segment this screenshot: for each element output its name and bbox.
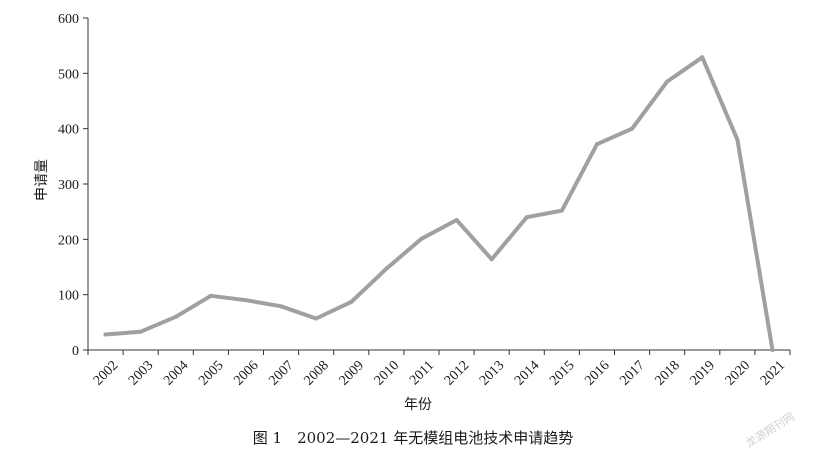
data-point <box>665 79 670 84</box>
x-tick-label: 2017 <box>617 358 647 388</box>
x-tick-label: 2006 <box>231 358 261 388</box>
series-group <box>103 55 775 352</box>
x-tick-label: 2010 <box>372 358 402 388</box>
x-tick-label: 2009 <box>337 358 367 388</box>
data-point <box>279 304 284 309</box>
x-tick-label: 2014 <box>512 358 542 388</box>
data-point <box>454 217 459 222</box>
data-point <box>349 299 354 304</box>
data-point <box>700 55 705 60</box>
y-axis-title: 申请量 <box>34 159 50 201</box>
x-tick-label: 2019 <box>688 358 718 388</box>
data-point <box>173 314 178 319</box>
y-tick-label: 0 <box>72 344 79 359</box>
y-tick-label: 200 <box>58 233 79 248</box>
x-tick-label: 2013 <box>477 358 507 388</box>
y-tick-label: 100 <box>58 289 79 304</box>
data-point <box>419 236 424 241</box>
x-tick-label: 2018 <box>653 358 683 388</box>
figure-caption: 图 1 2002—2021 年无模组电池技术申请趋势 <box>253 429 573 447</box>
x-tick-label: 2021 <box>758 358 788 388</box>
x-tick-label: 2003 <box>126 358 156 388</box>
x-tick-label: 2007 <box>266 358 296 388</box>
data-point <box>384 266 389 271</box>
watermark-text: 龙源期刊网 <box>743 409 797 450</box>
data-point <box>770 348 775 352</box>
x-tick-label: 2015 <box>547 358 577 388</box>
data-point <box>735 137 740 142</box>
data-point <box>138 329 143 334</box>
data-point <box>103 332 108 337</box>
x-tick-label: 2011 <box>407 358 437 388</box>
data-point <box>243 298 248 303</box>
y-tick-label: 500 <box>58 67 79 82</box>
data-point <box>314 316 319 321</box>
data-point <box>208 293 213 298</box>
x-axis-title: 年份 <box>404 397 432 413</box>
x-tick-label: 2016 <box>582 358 612 388</box>
x-tick-label: 2004 <box>161 358 191 388</box>
data-point <box>524 215 529 220</box>
y-tick-label: 600 <box>58 12 79 27</box>
y-tick-label: 300 <box>58 178 79 193</box>
series-line <box>103 55 775 352</box>
data-point <box>594 142 599 147</box>
x-tick-label: 2002 <box>91 358 121 388</box>
data-point <box>489 257 494 262</box>
x-tick-label: 2012 <box>442 358 472 388</box>
data-point <box>559 208 564 213</box>
data-point <box>630 126 635 131</box>
x-tick-label: 2020 <box>723 358 753 388</box>
x-tick-label: 2008 <box>302 358 332 388</box>
x-tick-label: 2005 <box>196 358 226 388</box>
y-tick-label: 400 <box>58 123 79 138</box>
